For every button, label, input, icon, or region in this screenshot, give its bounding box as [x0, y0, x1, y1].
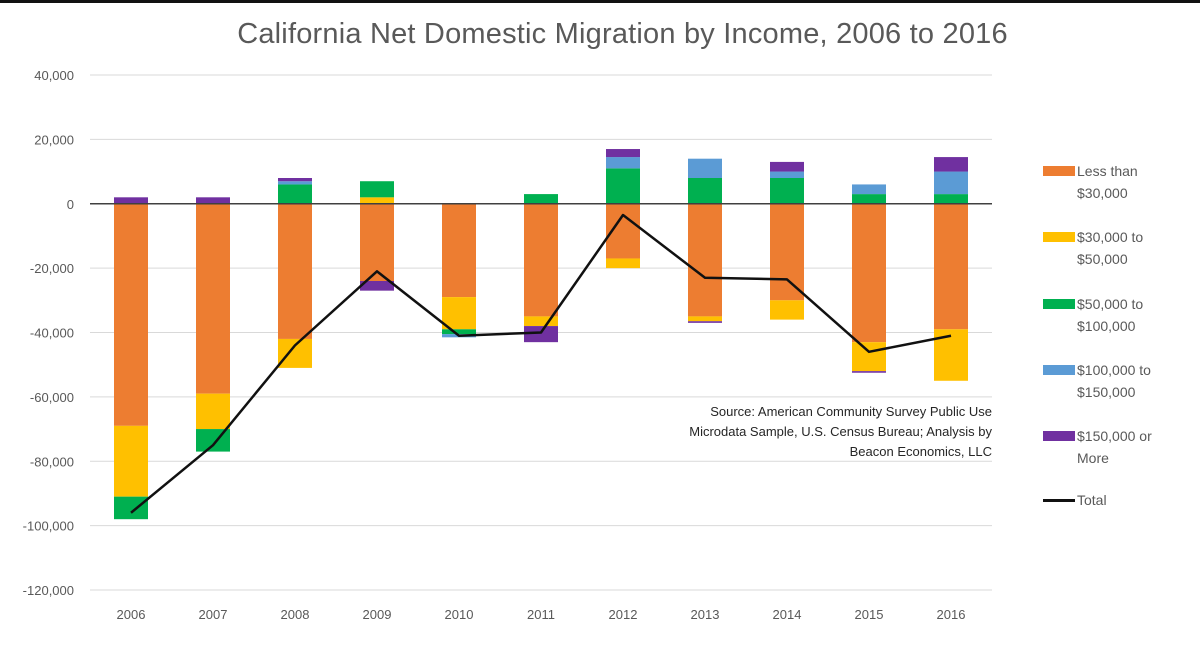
x-tick-label: 2007	[199, 607, 228, 622]
bar-segment	[278, 203, 312, 339]
legend-label-line1: $30,000 to	[1077, 229, 1144, 245]
source-line-2: Microdata Sample, U.S. Census Bureau; An…	[689, 424, 992, 439]
bar-segment	[688, 158, 722, 178]
bar-segment	[524, 326, 558, 343]
y-tick-label: -120,000	[23, 583, 74, 598]
bar-segment	[524, 194, 558, 204]
y-tick-label: -20,000	[30, 261, 74, 276]
bar-segment	[934, 194, 968, 204]
bar-segment	[278, 181, 312, 185]
legend-swatch	[1043, 431, 1075, 441]
bar-segment	[196, 393, 230, 430]
bar-segment	[114, 197, 148, 204]
bar-segment	[114, 203, 148, 426]
bar-segment	[688, 203, 722, 317]
bar-segment	[196, 197, 230, 204]
bar-segment	[278, 178, 312, 182]
x-tick-label: 2014	[773, 607, 802, 622]
legend-swatch	[1043, 232, 1075, 242]
x-tick-label: 2006	[117, 607, 146, 622]
x-tick-label: 2013	[691, 607, 720, 622]
x-tick-label: 2015	[855, 607, 884, 622]
bar-segment	[442, 297, 476, 330]
bar-segment	[852, 194, 886, 204]
bar-segment	[688, 316, 722, 322]
x-tick-label: 2011	[527, 607, 555, 622]
bar-segment	[934, 157, 968, 172]
bar-segment	[770, 161, 804, 172]
legend-swatch	[1043, 299, 1075, 309]
bar-segment	[852, 342, 886, 372]
bar-segment	[360, 181, 394, 198]
bar-segment	[934, 171, 968, 195]
legend-label-line2: $50,000	[1077, 251, 1128, 267]
bar-segment	[606, 157, 640, 169]
bar-segment	[770, 300, 804, 320]
bar-segment	[606, 149, 640, 158]
bar-segment	[934, 203, 968, 330]
bar-segment	[606, 258, 640, 269]
bar-segment	[196, 203, 230, 394]
x-tick-label: 2008	[281, 607, 310, 622]
y-tick-label: -80,000	[30, 454, 74, 469]
x-tick-label: 2009	[363, 607, 392, 622]
bar-segment	[606, 168, 640, 204]
legend-swatch	[1043, 166, 1075, 176]
chart-title: California Net Domestic Migration by Inc…	[237, 18, 1008, 50]
legend-label-line1: $150,000 or	[1077, 428, 1152, 444]
y-tick-label: 0	[67, 197, 74, 212]
bar-segment	[114, 425, 148, 497]
bar-segment	[442, 203, 476, 298]
bar-segment	[524, 203, 558, 317]
y-tick-label: -100,000	[23, 519, 74, 534]
bar-segment	[688, 178, 722, 204]
legend-label-line1: $50,000 to	[1077, 296, 1144, 312]
bar-segment	[360, 281, 394, 291]
y-tick-label: -60,000	[30, 390, 74, 405]
y-tick-label: -40,000	[30, 326, 74, 341]
bar-segment	[442, 329, 476, 335]
total-line	[130, 213, 952, 514]
source-annotation: Source: American Community Survey Public…	[620, 402, 992, 462]
bar-segment	[524, 316, 558, 327]
legend-label-line1: Less than	[1077, 163, 1138, 179]
bar-segment	[770, 203, 804, 301]
legend-line-swatch	[1043, 499, 1075, 502]
bar-segment	[360, 197, 394, 204]
source-line-3: Beacon Economics, LLC	[849, 444, 992, 459]
x-tick-label: 2012	[609, 607, 638, 622]
bar-segment	[852, 203, 886, 343]
top-border	[0, 0, 1200, 3]
legend-label-line2: $150,000	[1077, 384, 1136, 400]
bar-segment	[852, 371, 886, 373]
y-tick-label: 20,000	[34, 132, 74, 147]
x-tick-label: 2010	[445, 607, 474, 622]
y-tick-label: 40,000	[34, 68, 74, 83]
bar-segment	[852, 184, 886, 195]
x-tick-label: 2016	[937, 607, 966, 622]
bar-segment	[770, 178, 804, 204]
bar-segment	[114, 496, 148, 520]
legend-label-line2: $30,000	[1077, 185, 1128, 201]
legend-label-line2: More	[1077, 450, 1109, 466]
bar-segment	[278, 184, 312, 204]
legend-label-line1: $100,000 to	[1077, 362, 1151, 378]
legend-swatch	[1043, 365, 1075, 375]
bar-segment	[360, 203, 394, 281]
bar-segment	[688, 321, 722, 323]
source-line-1: Source: American Community Survey Public…	[710, 404, 992, 419]
legend-label-line2: $100,000	[1077, 318, 1136, 334]
bar-segment	[278, 338, 312, 368]
bar-segment	[770, 171, 804, 178]
legend-label-total: Total	[1077, 492, 1107, 508]
